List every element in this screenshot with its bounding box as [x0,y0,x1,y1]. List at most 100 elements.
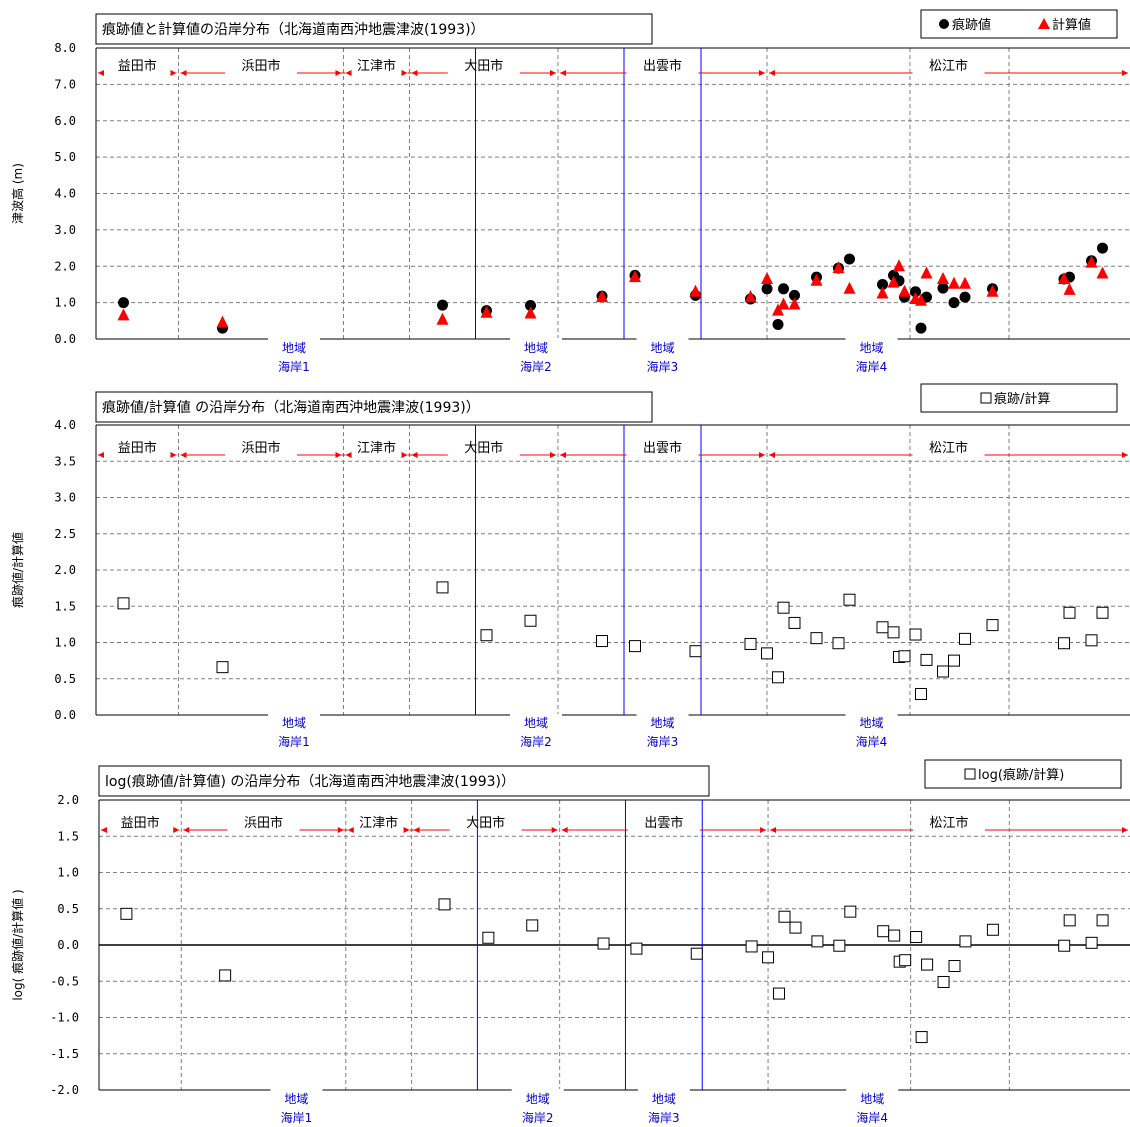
chart1-city-arrowhead [98,70,104,76]
chart1-y-axis-label: 津波高 (m) [10,163,25,224]
chart1-point-observed [772,318,784,330]
chart1-point-computed [898,284,911,297]
chart1-point-computed [744,290,757,303]
chart1-title: 痕跡値と計算値の沿岸分布（北海道南西沖地震津波(1993)） [102,22,485,38]
chart1-point-computed [689,284,702,297]
chart3-city-arrowhead [347,827,354,833]
chart1-city-label: 益田市 [118,58,157,74]
chart3-point-ratio [762,951,775,964]
chart1-point-computed [986,284,999,297]
chart2-point-ratio [843,593,856,606]
chart3-point-ratio [690,947,703,960]
chart2-point-ratio [629,640,641,653]
chart2-point-ratio [1063,606,1076,619]
chart3-point-ratio [937,975,950,988]
chart1-legend-label: 痕跡値 [952,17,991,33]
chart2-y-tick-label: 0.5 [54,672,76,686]
chart1-point-computed [1058,271,1070,284]
chart3-city-arrowhead [337,827,344,833]
chart1-point-computed [772,303,784,316]
chart1-city-arrowhead [401,70,408,76]
chart2-point-ratio [920,653,933,666]
chart1-point-computed [1063,282,1076,295]
chart3-point-ratio [219,969,232,982]
chart1-y-tick-label: 6.0 [54,114,76,128]
chart3-point-ratio [811,935,824,948]
chart2-y-tick-label: 3.0 [54,491,76,505]
chart1-city-label: 江津市 [357,58,396,74]
chart1-title-box [95,13,653,45]
chart1-city-label: 浜田市 [241,58,280,74]
chart2-point-ratio [876,621,889,634]
chart3-point-ratio [899,954,912,967]
chart1-point-computed [216,315,229,328]
chart1-point-computed [887,275,900,288]
chart2-city-arrowhead [335,452,342,458]
chart1-legend-marker-circle [939,19,949,29]
chart2-y-tick-label: 3.5 [54,454,76,468]
chart2-point-ratio [524,614,537,627]
chart3-legend-label: log(痕跡/計算) [978,767,1064,783]
chart3-point-ratio [597,937,610,950]
chart3-city-label: 益田市 [121,815,160,831]
chart3-y-axis-label: log( 痕跡値/計算値 ) [10,889,25,1000]
chart3-point-ratio [877,925,890,938]
chart2-legend-box [920,383,1118,413]
chart1-region-label: 海岸1 [278,359,310,374]
chart2-point-ratio [1058,637,1070,650]
chart2-city-label: 大田市 [464,440,503,456]
chart2-point-ratio [117,597,130,610]
chart3-point-ratio [844,905,857,918]
chart1-region-label: 地域 [859,341,883,355]
chart2-region-label: 海岸4 [856,734,888,749]
chart3-point-ratio [120,907,133,920]
chart2-point-ratio [810,632,823,645]
chart1-point-observed [910,286,921,298]
chart2-city-arrowhead [345,452,352,458]
chart2-point-ratio [898,650,911,663]
chart3-region-label: 地域 [860,1092,884,1106]
chart1-point-computed [948,276,960,289]
chart2-city-arrowhead [769,452,775,458]
chart1-point-observed [844,253,855,265]
chart2-city-arrowhead [560,452,566,458]
chart1-point-observed [1097,242,1108,254]
chart1-point-computed [893,259,905,272]
chart3-region-label-gap [511,1089,564,1092]
chart2-region-label: 地域 [650,716,674,730]
chart1-legend-label: 計算値 [1052,17,1091,33]
chart1-point-observed [118,297,129,309]
chart1-region-label-gap [845,338,898,341]
chart3-region-label: 海岸4 [856,1110,888,1125]
chart1-city-arrowhead [411,70,418,76]
chart1-region-label: 海岸3 [647,359,679,374]
chart1-point-computed [480,305,493,318]
chart1-region-label-gap [510,338,562,341]
chart3-city-arrowhead [403,827,410,833]
chart3-city-arrowhead [101,827,107,833]
chart1-point-observed [778,283,789,295]
chart2-point-ratio [909,628,922,641]
chart1-point-observed [437,299,448,311]
chart2-region-label-gap [636,714,689,717]
chart1-point-observed [959,291,971,303]
chart2-region-label: 地域 [859,716,883,730]
chart1-point-computed [959,276,971,289]
chart1-point-computed [843,281,856,294]
chart2-region-label: 地域 [524,716,548,730]
chart1-point-observed [789,289,800,301]
chart1-point-computed [436,312,449,325]
chart1-y-tick-label: 7.0 [54,77,76,91]
chart1-point-computed [832,261,845,274]
chart3-city-label: 松江市 [930,815,969,831]
chart3-y-tick-label: 0.5 [57,902,79,916]
chart2-point-ratio [436,581,449,594]
chart2-region-label: 海岸3 [647,734,679,749]
chart2-legend-marker-square [980,392,992,404]
chart3-city-arrowhead [551,827,558,833]
chart3-y-tick-label: -1.0 [50,1011,79,1025]
chart2-region-label-gap [268,714,320,717]
chart3-point-ratio [526,919,539,932]
chart3-point-ratio [910,931,923,944]
